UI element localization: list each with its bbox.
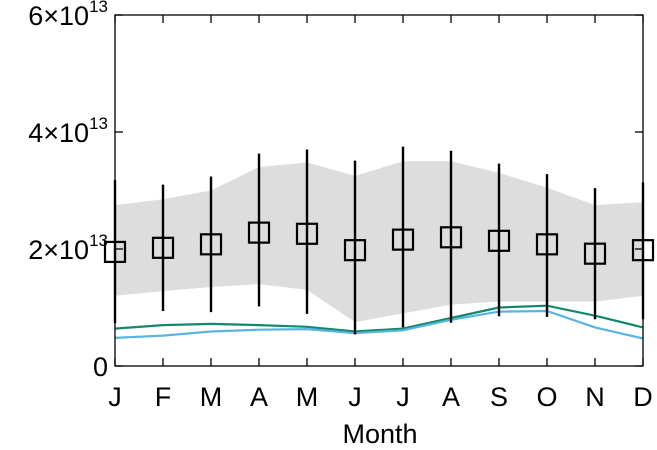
x-axis-title: Month — [342, 419, 417, 449]
y-tick-label: 0 — [93, 352, 108, 382]
y-tick-label: 6×1013 — [28, 0, 108, 31]
x-tick-label: A — [442, 382, 460, 412]
x-tick-label: O — [536, 382, 557, 412]
x-tick-label: M — [200, 382, 223, 412]
y-tick-mantissa: 6×10 — [28, 1, 89, 31]
data-marker — [199, 233, 223, 256]
data-marker — [151, 236, 175, 259]
x-tick-label: D — [633, 382, 653, 412]
data-marker — [439, 226, 463, 249]
y-tick-mantissa: 4×10 — [28, 118, 89, 148]
y-tick-exponent: 13 — [89, 231, 108, 250]
series-line-2 — [114, 309, 644, 340]
axis-ticks — [114, 14, 644, 367]
y-tick-exponent: 13 — [89, 0, 108, 16]
square-markers — [103, 221, 655, 265]
data-marker — [487, 229, 511, 252]
x-tick-label: S — [490, 382, 508, 412]
data-marker — [535, 233, 559, 256]
plot-frame — [114, 14, 644, 367]
y-tick-exponent: 13 — [89, 114, 108, 133]
data-marker — [295, 222, 319, 245]
data-marker — [343, 239, 367, 262]
x-tick-label: J — [396, 382, 410, 412]
series-lines — [114, 304, 644, 340]
x-tick-label: M — [296, 382, 319, 412]
x-tick-label: A — [250, 382, 268, 412]
x-tick-label: F — [155, 382, 172, 412]
x-tick-label: N — [585, 382, 605, 412]
data-marker — [247, 221, 271, 244]
y-tick-label: 2×1013 — [28, 231, 108, 265]
x-tick-label: J — [108, 382, 122, 412]
y-tick-mantissa: 0 — [93, 352, 108, 382]
data-marker — [583, 242, 607, 265]
range-band-area — [115, 161, 643, 323]
y-tick-mantissa: 2×10 — [28, 235, 89, 265]
data-marker — [391, 228, 415, 251]
x-tick-label: J — [348, 382, 362, 412]
y-tick-label: 4×1013 — [28, 114, 108, 148]
shaded-range-band — [115, 161, 643, 323]
series-line-1 — [114, 304, 644, 333]
